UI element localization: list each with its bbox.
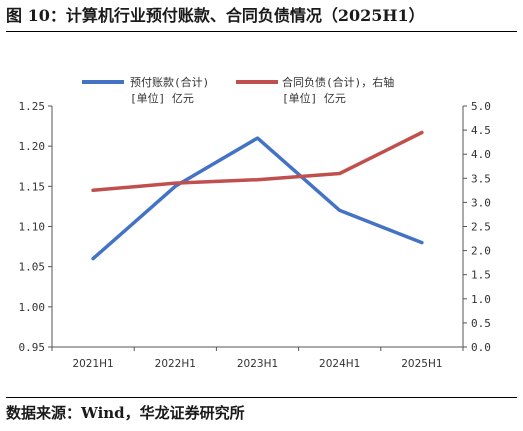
figure-title: 图 10：计算机行业预付账款、合同负债情况（2025H1） bbox=[6, 6, 425, 25]
right-tick-label: 4.0 bbox=[471, 148, 491, 161]
legend-label-prepayments: 预付账款(合计) bbox=[130, 75, 209, 89]
x-tick-label: 2023H1 bbox=[237, 358, 278, 370]
right-tick-label: 0.5 bbox=[471, 317, 491, 330]
x-axis-ticks: 2021H1 2022H1 2023H1 2024H1 2025H1 bbox=[51, 347, 464, 370]
right-tick-label: 2.0 bbox=[471, 245, 491, 258]
left-tick-label: 1.10 bbox=[19, 221, 46, 234]
x-tick-label: 2025H1 bbox=[401, 358, 442, 370]
right-tick-label: 3.5 bbox=[471, 172, 491, 185]
x-tick-label: 2021H1 bbox=[72, 358, 113, 370]
left-tick-label: 1.00 bbox=[19, 301, 46, 314]
right-tick-label: 1.0 bbox=[471, 293, 491, 306]
series-line-contract-liabilities bbox=[91, 130, 424, 193]
legend-label-contract-liabilities: 合同负债(合计)，右轴 bbox=[282, 75, 394, 89]
legend: 预付账款(合计) [单位] 亿元 合同负债(合计)，右轴 [单位] 亿元 bbox=[82, 75, 394, 105]
right-tick-label: 1.5 bbox=[471, 269, 491, 282]
left-tick-label: 1.25 bbox=[19, 100, 46, 113]
x-tick-label: 2022H1 bbox=[155, 358, 196, 370]
left-axis-ticks: 1.25 1.20 1.15 1.10 1.05 1.00 0.95 bbox=[19, 100, 52, 354]
left-tick-label: 1.15 bbox=[19, 180, 46, 193]
series-line-prepayments bbox=[91, 136, 424, 261]
right-tick-label: 4.5 bbox=[471, 124, 491, 137]
right-tick-label: 0.0 bbox=[471, 341, 491, 354]
source-note: 数据来源：Wind，华龙证券研究所 bbox=[6, 404, 245, 422]
x-tick-label: 2024H1 bbox=[319, 358, 360, 370]
right-tick-label: 3.0 bbox=[471, 196, 491, 209]
title-rule bbox=[6, 31, 517, 32]
left-tick-label: 0.95 bbox=[19, 341, 46, 354]
right-tick-label: 5.0 bbox=[471, 100, 491, 113]
left-tick-label: 1.20 bbox=[19, 140, 46, 153]
source-rule bbox=[6, 397, 517, 398]
right-axis-ticks: 5.0 4.5 4.0 3.5 3.0 2.5 2.0 1.5 1.0 0.5 0.0 bbox=[463, 100, 491, 354]
right-tick-label: 2.5 bbox=[471, 221, 491, 234]
series-lines bbox=[91, 130, 424, 261]
legend-unit-prepayments: [单位] 亿元 bbox=[130, 91, 194, 105]
left-tick-label: 1.05 bbox=[19, 261, 46, 274]
legend-unit-contract-liabilities: [单位] 亿元 bbox=[282, 91, 346, 105]
